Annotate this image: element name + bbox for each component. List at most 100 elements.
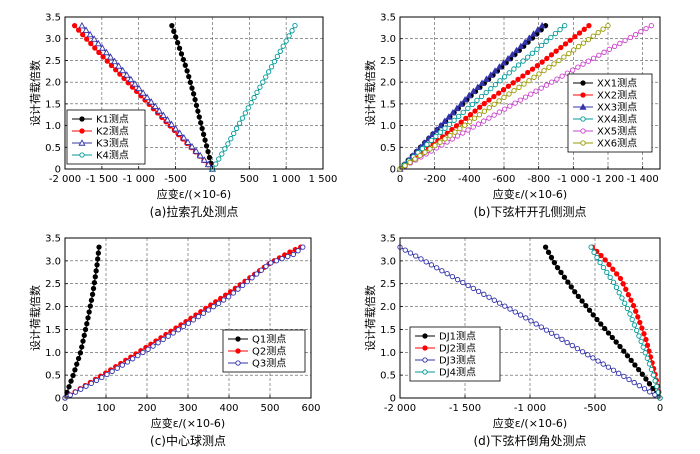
- y-axis-label: 设计荷载倍数: [28, 60, 42, 126]
- data-point: [93, 377, 100, 384]
- data-point: [638, 338, 644, 345]
- data-point: [506, 91, 512, 97]
- data-point: [631, 379, 637, 386]
- y-tick-label: 1.5: [380, 99, 396, 110]
- data-point: [622, 300, 628, 306]
- x-tick-label: -1 200: [592, 174, 624, 185]
- data-point: [461, 96, 469, 103]
- data-point: [119, 66, 127, 74]
- y-axis-label: 设计荷载倍数: [363, 285, 377, 351]
- data-point: [522, 94, 529, 100]
- data-point: [155, 340, 161, 346]
- data-point: [439, 268, 445, 274]
- data-point: [558, 269, 564, 276]
- data-point: [478, 93, 485, 100]
- data-point: [496, 98, 502, 104]
- data-point: [491, 297, 497, 303]
- chart-panel-2: 0 -200 -400 -600 -800 -1 000 -1 200 -1 400 0 0.5 1…: [363, 13, 661, 219]
- data-point: [268, 64, 275, 70]
- data-point: [78, 386, 84, 392]
- data-point: [552, 30, 559, 37]
- data-point: [515, 76, 521, 83]
- data-point: [528, 91, 534, 97]
- legend-label: DJ3测点: [439, 354, 476, 367]
- data-point: [442, 136, 448, 142]
- y-axis-label: 设计荷载倍数: [28, 285, 42, 351]
- x-tick-label: -1 000: [514, 403, 546, 414]
- x-tick-label: -200: [423, 174, 446, 185]
- y-tick-label: 0.5: [45, 143, 61, 154]
- data-point: [531, 74, 537, 80]
- data-point: [597, 259, 603, 266]
- legend-label: XX2测点: [597, 89, 637, 102]
- data-point: [428, 137, 435, 144]
- x-tick-label: 500: [260, 403, 279, 414]
- data-point: [200, 131, 207, 137]
- data-point: [648, 366, 655, 373]
- data-point: [235, 286, 241, 292]
- data-point: [613, 284, 620, 291]
- data-point: [643, 25, 649, 32]
- data-point: [566, 50, 572, 57]
- legend-label: Q1测点: [252, 333, 286, 346]
- data-point: [159, 111, 167, 119]
- data-point: [95, 250, 102, 256]
- data-point: [634, 327, 640, 334]
- data-point: [512, 100, 518, 106]
- data-point: [606, 46, 612, 53]
- data-point: [600, 361, 606, 367]
- data-point: [419, 145, 426, 152]
- data-point: [135, 84, 143, 92]
- data-point: [131, 80, 139, 87]
- legend-label: K2测点: [96, 125, 129, 138]
- data-point: [187, 79, 194, 85]
- data-point: [548, 34, 554, 41]
- data-point: [80, 338, 86, 344]
- data-point: [78, 21, 86, 29]
- x-tick-label: 0: [209, 174, 215, 185]
- data-point: [100, 54, 106, 60]
- y-tick-label: 1.0: [45, 121, 61, 132]
- data-point: [546, 64, 552, 70]
- data-point: [529, 50, 536, 56]
- data-point: [180, 323, 187, 330]
- data-point: [470, 124, 476, 130]
- data-point: [548, 52, 555, 58]
- data-point: [72, 367, 78, 373]
- data-point: [605, 330, 612, 336]
- data-point: [412, 156, 418, 162]
- x-tick-label: -2 000: [49, 174, 81, 185]
- data-point: [481, 291, 487, 297]
- series-2: [397, 23, 592, 172]
- data-point: [486, 105, 492, 111]
- y-tick-label: 1.5: [45, 99, 61, 110]
- data-point: [627, 34, 633, 41]
- data-point: [521, 81, 527, 87]
- y-tick-label: 2.5: [45, 279, 61, 290]
- data-point: [195, 313, 202, 320]
- data-point: [180, 56, 187, 63]
- data-point: [585, 58, 591, 64]
- data-point: [655, 389, 662, 395]
- data-point: [178, 51, 185, 57]
- data-point: [233, 125, 240, 132]
- data-point: [163, 116, 172, 123]
- y-tick-label: 0.5: [45, 371, 61, 382]
- data-point: [477, 104, 483, 110]
- data-point: [123, 71, 131, 78]
- data-point: [561, 54, 567, 60]
- x-tick-label: 400: [219, 403, 238, 414]
- series-1: [542, 244, 663, 401]
- data-point: [80, 31, 86, 38]
- data-point: [567, 37, 573, 43]
- data-point: [616, 370, 622, 376]
- data-point: [444, 271, 450, 277]
- data-point: [551, 61, 557, 67]
- x-axis-label: 应变ε/(×10-6): [157, 187, 231, 201]
- data-point: [437, 139, 443, 145]
- data-point: [155, 107, 163, 114]
- data-point: [263, 74, 269, 80]
- panel-caption: (a)拉索孔处测点: [150, 204, 239, 219]
- data-point: [186, 73, 192, 80]
- series-3: [397, 244, 663, 401]
